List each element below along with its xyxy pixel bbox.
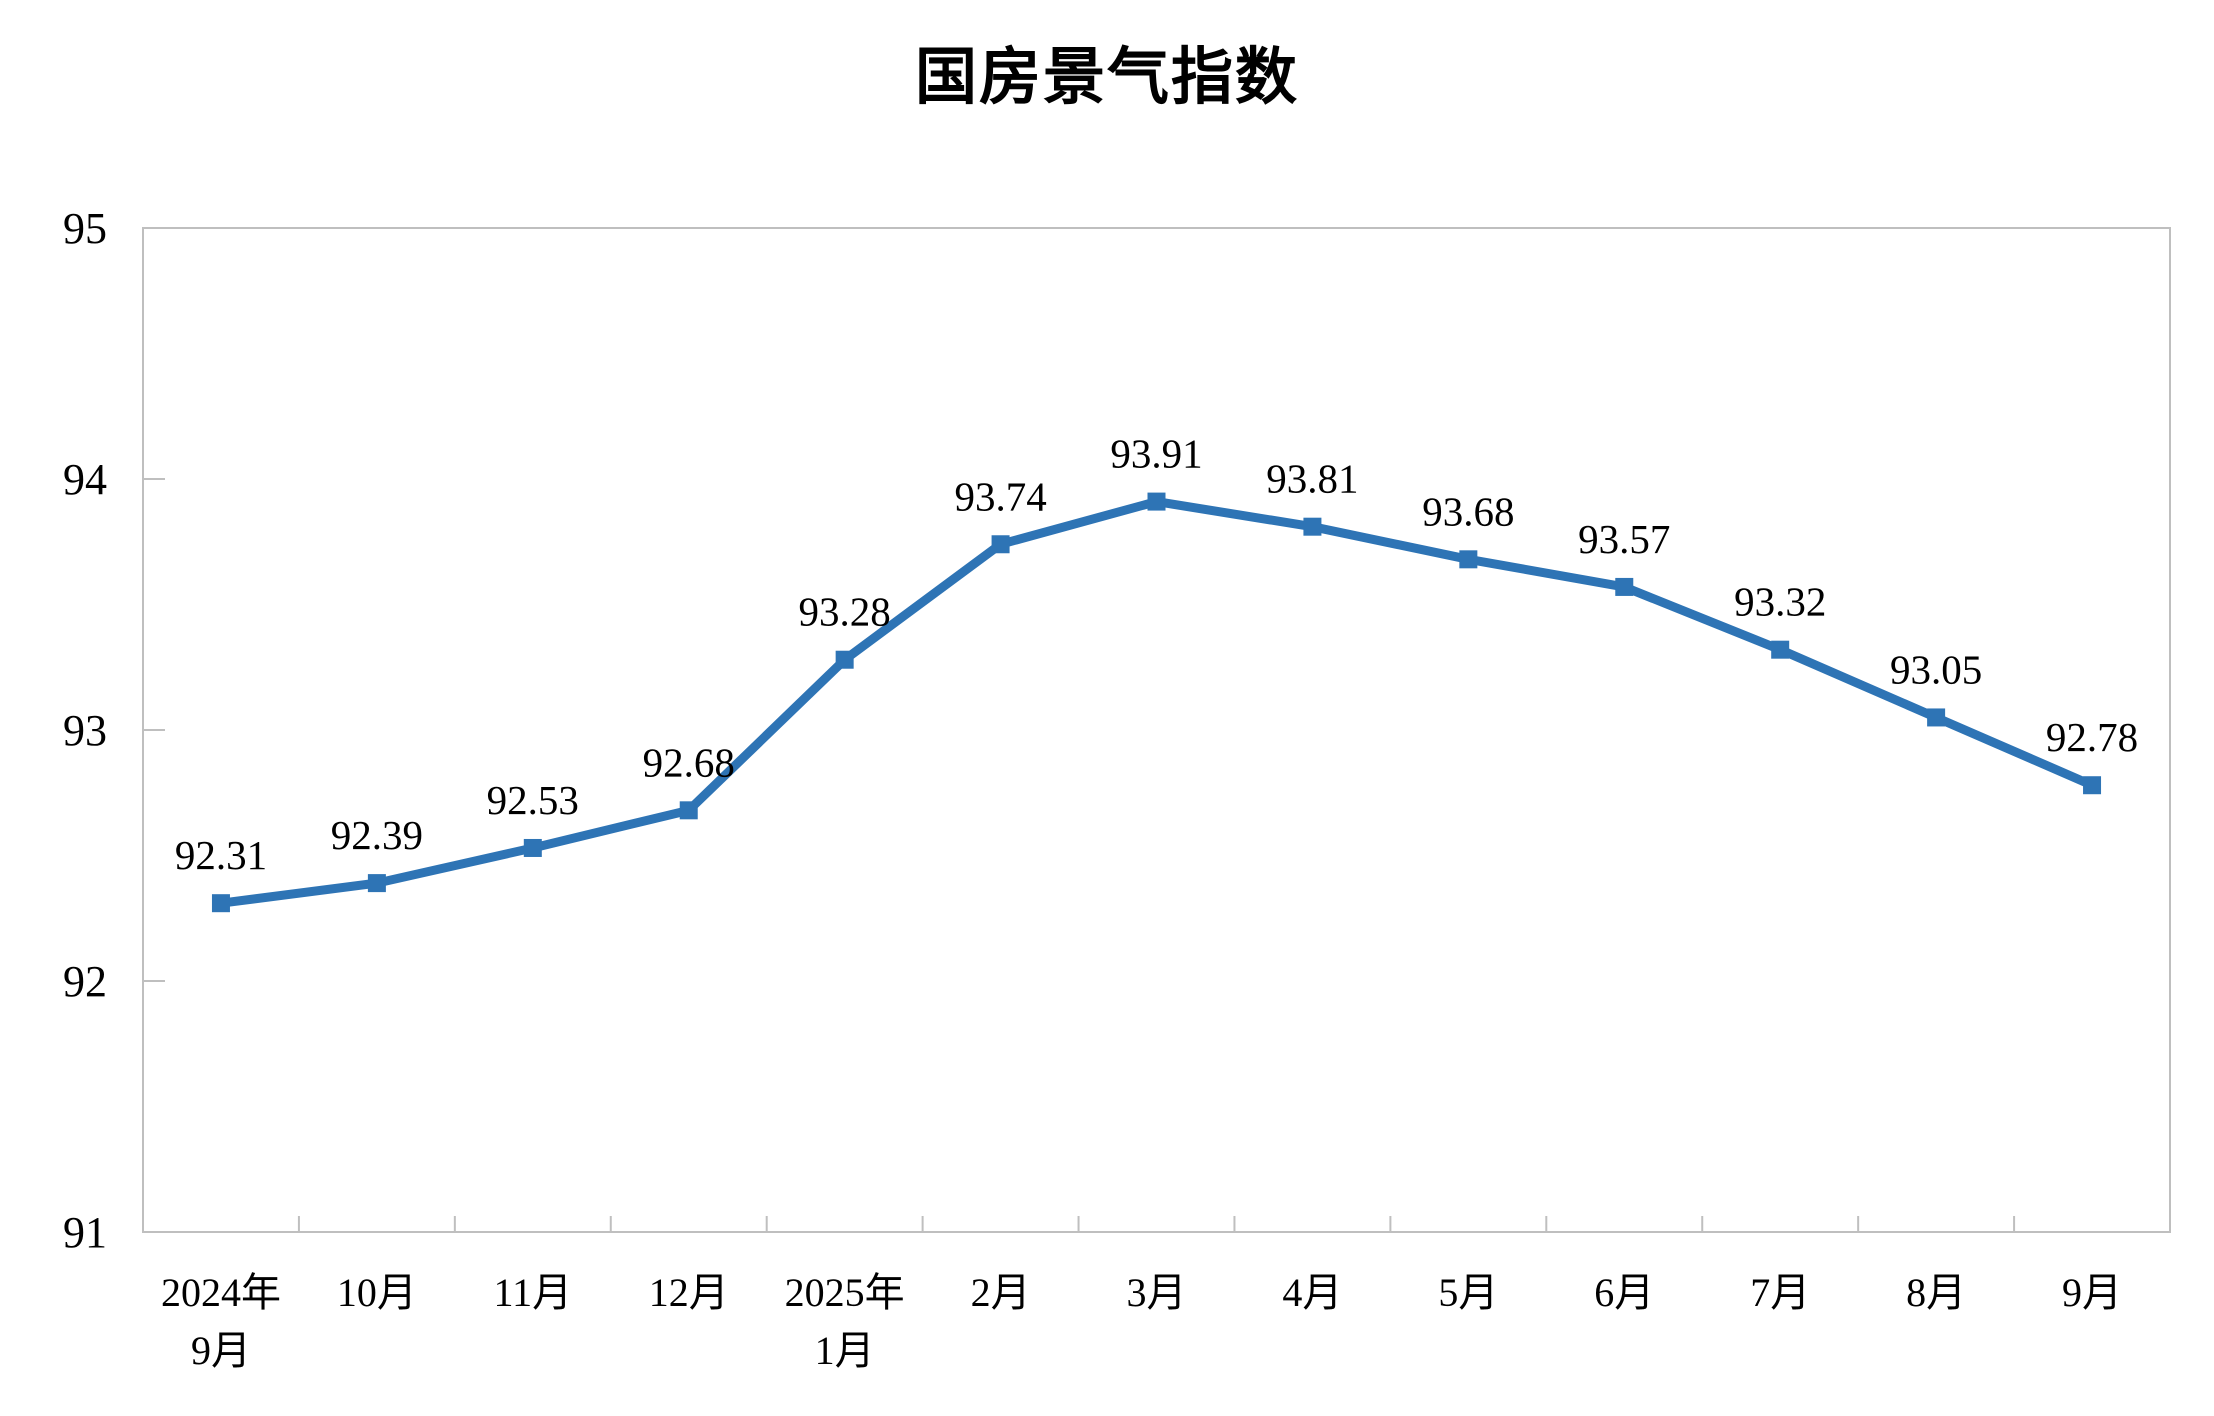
data-point-label: 93.57 [1578,516,1670,562]
data-point-label: 93.91 [1110,431,1202,477]
y-axis-tick-label: 94 [63,455,107,504]
data-point-marker [1927,708,1946,727]
data-point-label: 92.68 [643,739,735,785]
x-axis-tick-label: 1月 [815,1328,875,1373]
data-point-label: 93.74 [954,473,1046,519]
data-point-marker [991,535,1010,554]
x-axis-tick-label: 2月 [971,1270,1031,1315]
y-axis-tick-label: 91 [63,1208,107,1257]
data-point-marker [679,801,698,820]
y-axis-tick-label: 95 [63,204,107,253]
y-axis-tick-label: 93 [63,706,107,755]
data-point-marker [367,874,386,893]
data-point-label: 93.68 [1422,488,1514,534]
data-point-label: 92.31 [175,832,267,878]
data-point-marker [2083,776,2102,795]
x-axis-tick-label: 2024年 [161,1270,281,1315]
data-point-marker [1615,577,1634,596]
x-axis-tick-label: 7月 [1750,1270,1810,1315]
data-point-label: 92.39 [331,812,423,858]
x-axis-tick-label: 10月 [337,1270,417,1315]
data-point-label: 93.81 [1266,456,1358,502]
x-axis-tick-label: 5月 [1438,1270,1498,1315]
plot-frame [142,227,2171,1233]
y-axis-tick-label: 92 [63,957,107,1006]
data-point-marker [1303,517,1322,536]
data-point-marker [1771,640,1790,659]
x-axis-tick-label: 2025年 [785,1270,905,1315]
x-axis-tick-label: 9月 [191,1328,251,1373]
data-point-marker [523,838,542,857]
data-point-label: 93.05 [1890,646,1982,692]
x-axis-tick-label: 11月 [494,1270,573,1315]
data-point-label: 93.28 [799,589,891,635]
data-point-label: 93.32 [1734,579,1826,625]
x-axis-tick-label: 12月 [649,1270,729,1315]
chart-title: 国房景气指数 [914,43,1299,112]
x-axis-tick-label: 3月 [1127,1270,1187,1315]
x-axis-tick-label: 6月 [1594,1270,1654,1315]
data-point-label: 92.78 [2046,714,2138,760]
data-point-marker [835,650,854,669]
x-axis-tick-label: 9月 [2062,1270,2122,1315]
data-point-marker [1459,550,1478,569]
data-point-label: 92.53 [487,777,579,823]
data-line [216,497,2097,908]
data-point-marker [1147,492,1166,511]
data-point-marker [211,894,230,913]
x-axis-tick-label: 8月 [1906,1270,1966,1315]
x-axis-tick-label: 4月 [1282,1270,1342,1315]
